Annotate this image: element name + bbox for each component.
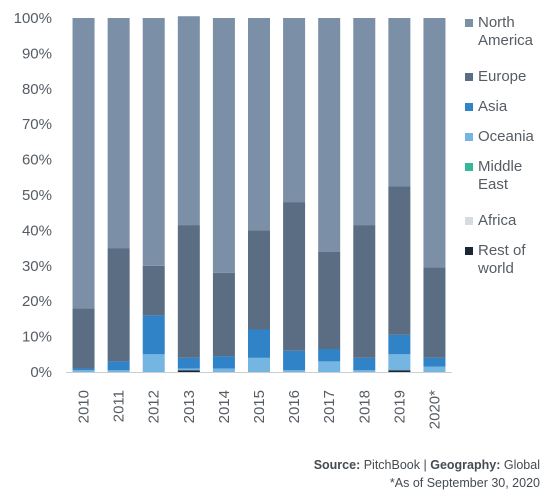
bar-segment-asia-2012 bbox=[142, 315, 165, 355]
y-tick-label: 10% bbox=[22, 329, 52, 346]
bar-segment-asia-2019 bbox=[388, 334, 411, 355]
legend-swatch-asia bbox=[465, 103, 473, 111]
bar-segment-europe-2014 bbox=[212, 272, 235, 357]
bar-segment-rest-of-world-2013 bbox=[177, 370, 200, 372]
bar-segment-oceania-2020 bbox=[423, 366, 446, 372]
bar-segment-oceania-2012 bbox=[142, 354, 165, 372]
bar-segment-asia-2016 bbox=[283, 350, 306, 371]
bar-segment-north-america-2018 bbox=[353, 18, 376, 226]
bar-segment-oceania-2013 bbox=[177, 368, 200, 371]
bar-segment-oceania-2011 bbox=[107, 370, 130, 372]
y-tick-label: 40% bbox=[22, 222, 52, 239]
x-tick-label: 2012 bbox=[146, 390, 163, 423]
x-tick-label: 2014 bbox=[216, 390, 233, 423]
legend-label-north-america: North America bbox=[478, 14, 534, 49]
y-tick-label: 70% bbox=[22, 116, 52, 133]
x-tick-label: 2016 bbox=[286, 390, 303, 423]
y-tick-label: 100% bbox=[14, 10, 52, 27]
bar-segment-north-america-2010 bbox=[72, 18, 95, 309]
geography-value: Global bbox=[503, 458, 540, 472]
legend-label-oceania: Oceania bbox=[478, 128, 535, 145]
bar-segment-rest-of-world-2019 bbox=[388, 370, 411, 372]
bar-segment-north-america-2015 bbox=[248, 18, 270, 231]
legend-swatch-oceania bbox=[465, 133, 473, 141]
bar-segment-europe-2017 bbox=[318, 251, 341, 349]
bar-segment-europe-2019 bbox=[388, 186, 411, 335]
bar-segment-north-america-2020 bbox=[423, 18, 446, 268]
legend-label-africa: Africa bbox=[478, 212, 517, 229]
bar-segment-asia-2018 bbox=[353, 357, 376, 371]
bar-segment-asia-2015 bbox=[248, 329, 270, 358]
bar-segment-oceania-2014 bbox=[212, 368, 235, 372]
y-tick-label: 60% bbox=[22, 152, 52, 169]
y-tick-label: 0% bbox=[30, 364, 52, 381]
footnote: *As of September 30, 2020 bbox=[389, 476, 540, 490]
legend-label-rest-of-world: Rest of world bbox=[477, 242, 526, 277]
stacked-bar-chart: 0% 10% 20% 30% 40% 50% 60% 70% 80% 90% 100% 2010 201… bbox=[14, 10, 535, 429]
source-value: PitchBook bbox=[363, 458, 420, 472]
geography-label: Geography: bbox=[430, 458, 501, 472]
bar-segment-oceania-2019 bbox=[388, 354, 411, 371]
legend-label-europe: Europe bbox=[478, 68, 526, 85]
bar-segment-oceania-2017 bbox=[318, 361, 341, 372]
x-tick-label: 2015 bbox=[251, 390, 268, 423]
legend-label-asia: Asia bbox=[478, 98, 508, 115]
bar-segment-europe-2012 bbox=[142, 265, 165, 316]
bar-segment-europe-2010 bbox=[72, 308, 95, 369]
bar-segment-north-america-2014 bbox=[212, 18, 235, 273]
bar-segment-europe-2020 bbox=[423, 267, 446, 358]
y-tick-label: 50% bbox=[22, 187, 52, 204]
x-tick-label: 2013 bbox=[181, 390, 198, 423]
legend-label-middle-east: Middle East bbox=[478, 158, 522, 193]
bar-segment-north-america-2012 bbox=[142, 18, 165, 266]
bar-segment-asia-2020 bbox=[423, 357, 446, 367]
bar-segment-europe-2011 bbox=[107, 248, 130, 362]
bar-segment-north-america-2019 bbox=[388, 18, 411, 187]
x-tick-label: 2010 bbox=[76, 390, 93, 423]
bar-segment-oceania-2018 bbox=[353, 370, 376, 372]
x-tick-label: 2019 bbox=[391, 390, 408, 423]
bar-segment-north-america-2017 bbox=[318, 18, 341, 252]
legend-swatch-europe bbox=[465, 73, 473, 81]
y-tick-label: 80% bbox=[22, 81, 52, 98]
source-line: Source: PitchBook | Geography: Global bbox=[314, 458, 540, 472]
x-tick-label: 2018 bbox=[356, 390, 373, 423]
y-tick-label: 90% bbox=[22, 45, 52, 62]
legend-swatch-middle-east bbox=[465, 163, 473, 171]
bar-segment-north-america-2011 bbox=[107, 18, 130, 249]
bar-segment-europe-2013 bbox=[177, 225, 200, 358]
bar-segment-asia-2011 bbox=[107, 361, 130, 371]
bar-segment-north-america-2016 bbox=[283, 18, 306, 203]
legend-swatch-rest-of-world bbox=[465, 247, 473, 255]
bar-segment-oceania-2015 bbox=[248, 357, 270, 372]
bar-segment-north-america-2013 bbox=[177, 16, 200, 226]
source-label: Source: bbox=[313, 458, 361, 472]
legend-swatch-africa bbox=[465, 217, 473, 225]
x-tick-label: 2020* bbox=[426, 390, 443, 429]
bar-segment-europe-2018 bbox=[353, 225, 376, 358]
bar-segment-asia-2017 bbox=[318, 348, 341, 362]
bar-segment-asia-2014 bbox=[212, 356, 235, 369]
bar-segment-asia-2010 bbox=[72, 368, 95, 371]
separator: | bbox=[423, 458, 427, 472]
legend-swatch-north-america bbox=[465, 19, 473, 27]
bar-segment-asia-2013 bbox=[177, 357, 200, 369]
y-tick-label: 20% bbox=[22, 293, 52, 310]
x-tick-label: 2011 bbox=[111, 390, 128, 422]
bar-segment-oceania-2016 bbox=[283, 370, 306, 372]
bar-segment-europe-2015 bbox=[248, 230, 270, 330]
bar-segment-oceania-2010 bbox=[72, 370, 95, 372]
y-tick-label: 30% bbox=[22, 258, 52, 275]
x-tick-label: 2017 bbox=[321, 390, 338, 423]
bar-segment-europe-2016 bbox=[283, 202, 306, 351]
